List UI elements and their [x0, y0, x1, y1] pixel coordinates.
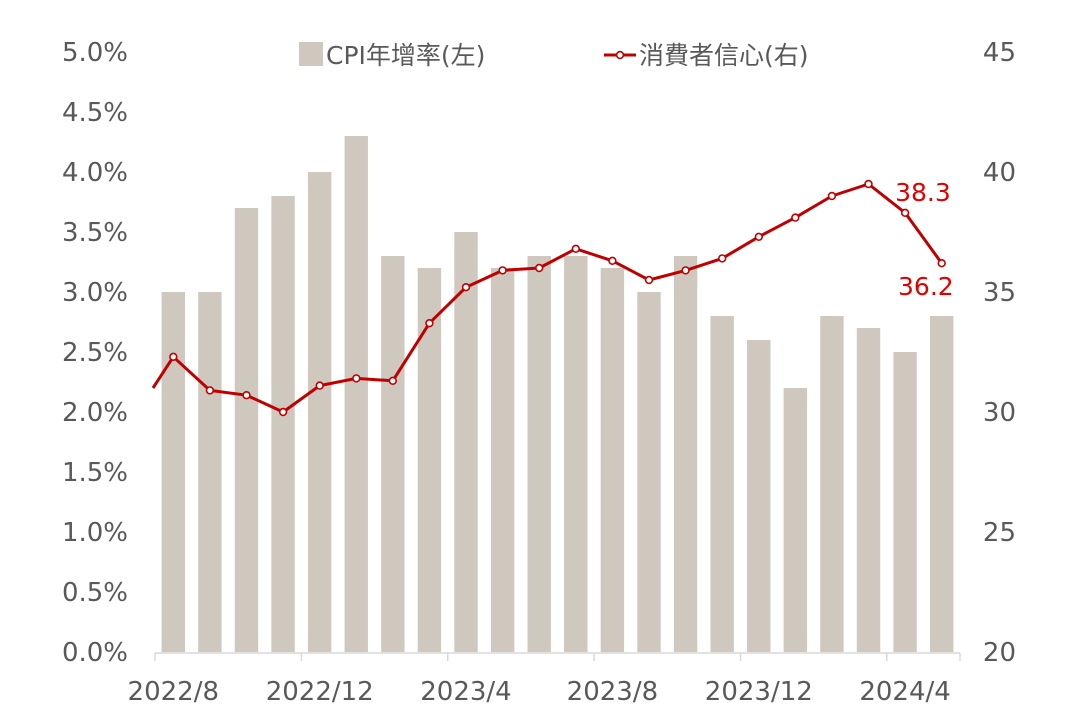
cpi-bar-2022/10 — [234, 208, 259, 652]
right-tick-label: 45 — [983, 38, 1016, 68]
x-tick-label: 2022/12 — [266, 677, 374, 707]
legend-confidence-marker — [615, 50, 625, 60]
cpi-bar-2022/12 — [307, 172, 332, 652]
confidence-point-2023/3 — [425, 319, 434, 328]
confidence-point-2023/5 — [498, 266, 507, 275]
confidence-point-2023/6 — [534, 263, 544, 273]
confidence-point-2023/10 — [681, 266, 690, 275]
confidence-data-label: 38.3 — [895, 178, 951, 207]
confidence-point-2024/3 — [864, 179, 873, 189]
left-tick-label: 3.0% — [62, 278, 128, 308]
cpi-bar-2024/3 — [856, 328, 881, 652]
x-tick-label: 2023/8 — [567, 677, 658, 707]
confidence-point-2022/12 — [315, 381, 324, 390]
confidence-point-2024/1 — [791, 213, 800, 222]
confidence-point-2022/9 — [205, 386, 215, 395]
confidence-point-2023/4 — [461, 283, 471, 292]
x-tick-label: 2022/8 — [128, 677, 219, 707]
cpi-bar-2024/2 — [820, 316, 844, 652]
cpi-bar-2023/3 — [417, 268, 442, 652]
cpi-bar-2023/9 — [637, 292, 661, 652]
right-tick-label: 30 — [983, 398, 1016, 428]
cpi-bar-2024/4 — [893, 352, 917, 652]
left-tick-label: 0.0% — [62, 638, 128, 668]
line-layer — [151, 179, 946, 417]
confidence-point-2023/1 — [352, 374, 361, 383]
confidence-point-2023/12 — [754, 232, 763, 242]
cpi-bar-2023/1 — [344, 136, 368, 652]
right-tick-label: 20 — [983, 638, 1016, 668]
legend-cpi-label: CPI年增率(左) — [326, 41, 485, 70]
right-tick-label: 25 — [983, 518, 1016, 548]
x-tick-label: 2023/12 — [705, 677, 813, 707]
cpi-bar-2023/5 — [490, 268, 515, 652]
cpi-bar-2023/11 — [710, 316, 734, 652]
cpi-bar-2024/5 — [930, 316, 954, 652]
confidence-point-2023/9 — [644, 275, 654, 285]
confidence-point-2024/2 — [827, 191, 837, 201]
confidence-point-2022/8 — [169, 352, 178, 361]
cpi-bar-2022/11 — [271, 196, 295, 652]
cpi-bar-2023/7 — [564, 256, 588, 652]
cpi-bar-2024/1 — [783, 388, 808, 652]
confidence-point-2024/4 — [900, 208, 910, 218]
confidence-data-label: 36.2 — [898, 272, 954, 301]
cpi-bar-2023/12 — [747, 340, 771, 652]
bars-layer — [161, 136, 954, 652]
right-axis-ticks: 20 25 30 35 40 45 — [983, 38, 1016, 668]
right-tick-label: 40 — [983, 158, 1016, 188]
cpi-bar-2022/8 — [161, 292, 186, 652]
left-tick-label: 3.5% — [62, 218, 128, 248]
cpi-bar-2023/6 — [527, 256, 551, 652]
cpi-bar-2023/2 — [381, 256, 405, 652]
confidence-point-2024/5 — [937, 259, 946, 268]
right-tick-label: 35 — [983, 278, 1016, 308]
left-axis-ticks: 0.0% 0.5% 1.0% 1.5% 2.0% 2.5% 3.0% 3.5% 4.0% 4.5%… — [62, 38, 128, 668]
cpi-bar-2023/8 — [600, 268, 625, 652]
x-tick-label: 2023/4 — [420, 677, 511, 707]
left-tick-label: 4.0% — [62, 158, 128, 188]
left-tick-label: 0.5% — [62, 578, 128, 608]
left-tick-label: 1.0% — [62, 518, 128, 548]
left-tick-label: 1.5% — [62, 458, 128, 488]
confidence-point-2022/10 — [242, 391, 251, 400]
left-tick-label: 2.0% — [62, 398, 128, 428]
confidence-point-2023/8 — [608, 256, 617, 265]
x-axis-ticks: 2022/8 2022/12 2023/4 2023/8 2023/12 2024/4 — [128, 653, 961, 707]
x-tick-label: 2024/4 — [859, 677, 950, 707]
cpi-bar-2023/10 — [673, 256, 698, 652]
confidence-point-2023/2 — [388, 376, 397, 385]
confidence-point-2023/11 — [717, 254, 727, 263]
legend-cpi-swatch — [299, 42, 323, 66]
legend: CPI年增率(左) 消費者信心(右) — [299, 41, 809, 70]
cpi-bar-2023/4 — [454, 232, 478, 652]
confidence-point-2022/11 — [278, 407, 288, 417]
legend-confidence-label: 消費者信心(右) — [639, 41, 809, 70]
cpi-bar-2022/9 — [198, 292, 222, 652]
left-tick-label: 4.5% — [62, 98, 128, 128]
data-labels: 38.3 36.2 — [895, 178, 954, 301]
left-tick-label: 5.0% — [62, 38, 128, 68]
left-tick-label: 2.5% — [62, 338, 128, 368]
confidence-point-2023/7 — [571, 244, 580, 254]
